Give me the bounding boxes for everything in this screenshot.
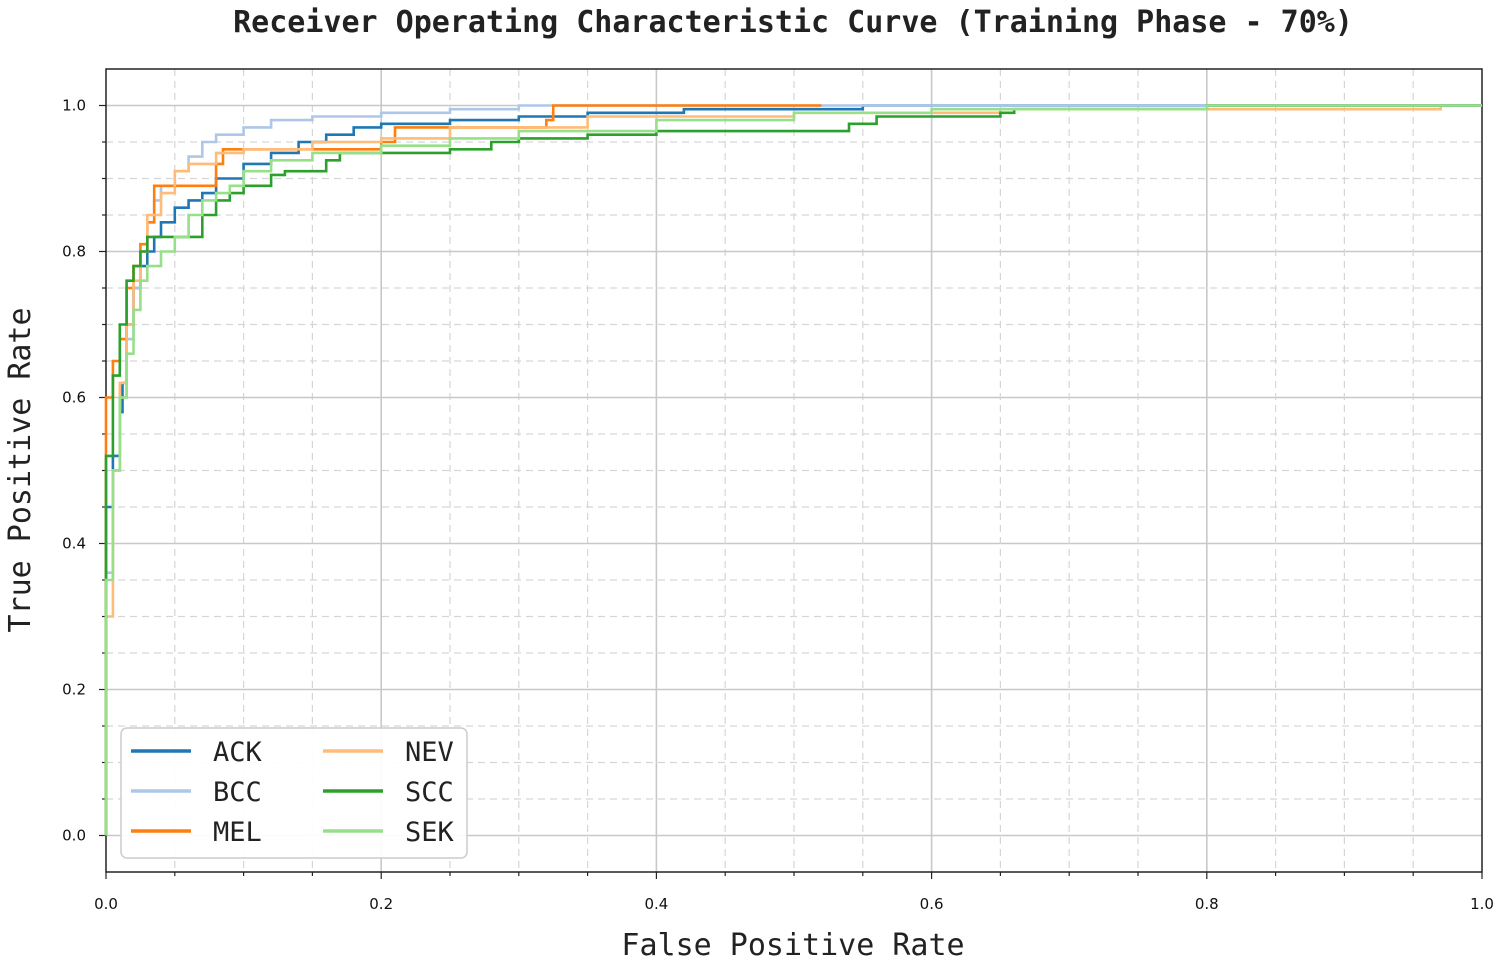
series-line-scc — [104, 104, 1482, 836]
x-tick-label: 0.0 — [94, 895, 118, 913]
y-tick-label: 0.8 — [62, 243, 86, 261]
axis-ticks: 0.0 0.2 0.4 0.6 0.8 1.0 0.0 0.2 0.4 0.6 0.8 1.0 — [62, 97, 1494, 914]
x-tick-label: 1.0 — [1470, 895, 1494, 913]
x-tick-label: 0.6 — [920, 895, 944, 913]
y-tick-label: 0.4 — [62, 535, 86, 553]
y-axis-label: True Positive Rate — [3, 307, 38, 632]
legend-label-bcc: BCC — [213, 777, 262, 808]
chart-title: Receiver Operating Characteristic Curve … — [233, 5, 1353, 40]
x-axis-label: False Positive Rate — [621, 928, 964, 961]
grid — [106, 69, 1482, 872]
series-lines — [104, 104, 1482, 836]
y-tick-label: 0.0 — [62, 827, 86, 845]
legend-label-ack: ACK — [213, 737, 263, 768]
legend-label-sek: SEK — [405, 817, 455, 848]
legend-label-scc: SCC — [405, 777, 454, 808]
y-tick-label: 0.2 — [62, 681, 86, 699]
legend: ACK BCC MEL NEV SCC SEK — [120, 727, 468, 859]
legend-label-mel: MEL — [213, 817, 262, 848]
x-tick-label: 0.2 — [369, 895, 393, 913]
x-tick-label: 0.8 — [1195, 895, 1219, 913]
y-tick-label: 1.0 — [62, 97, 86, 115]
series-line-sek — [104, 104, 1482, 836]
legend-box — [120, 727, 468, 859]
legend-label-nev: NEV — [405, 737, 454, 768]
y-tick-label: 0.6 — [62, 389, 86, 407]
x-tick-label: 0.4 — [644, 895, 668, 913]
